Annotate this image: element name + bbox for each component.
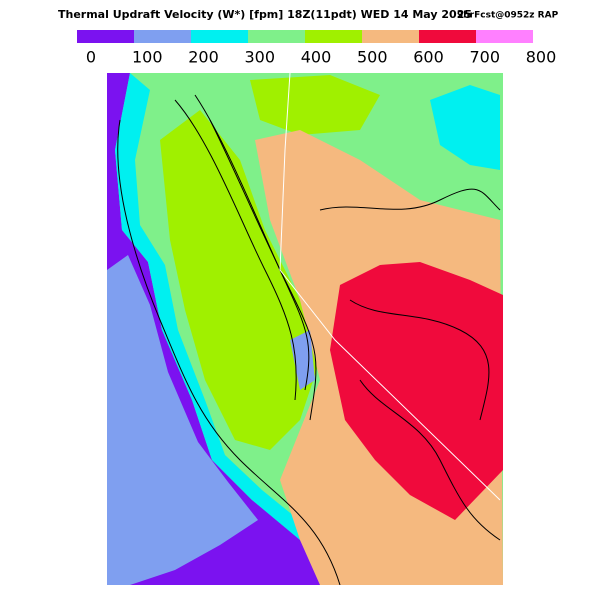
legend-swatch	[77, 30, 134, 43]
legend-swatch	[134, 30, 191, 43]
legend-label: 500	[357, 48, 388, 67]
legend-swatch	[476, 30, 533, 43]
legend-swatch	[191, 30, 248, 43]
terrain-contour	[117, 119, 341, 585]
coast-zone	[115, 73, 325, 560]
cool-zone	[430, 85, 500, 170]
legend-swatch	[419, 30, 476, 43]
legend-label: 400	[301, 48, 332, 67]
legend-label: 300	[244, 48, 275, 67]
forecast-info: 9hrFcst@0952z RAP	[457, 11, 559, 21]
legend-swatch	[248, 30, 305, 43]
legend-label: 100	[132, 48, 163, 67]
valley-zone	[160, 110, 320, 450]
legend-label: 200	[188, 48, 219, 67]
terrain-contour	[174, 99, 297, 401]
ocean-zone	[107, 255, 258, 585]
hot-zone	[330, 262, 503, 520]
terrain-contour	[359, 379, 501, 541]
terrain-contour	[209, 119, 317, 421]
legend-swatch	[362, 30, 419, 43]
legend-label: 700	[469, 48, 500, 67]
legend-label: 0	[86, 48, 96, 67]
terrain-contour	[349, 299, 490, 421]
legend-swatch	[305, 30, 362, 43]
upland-zone	[250, 75, 380, 135]
legend-label: 800	[526, 48, 557, 67]
legend-label: 600	[413, 48, 444, 67]
map-title: Thermal Updraft Velocity (W*) [fpm] 18Z(…	[58, 8, 472, 21]
cool-zone	[290, 330, 315, 390]
terrain-contour	[319, 188, 501, 211]
state-border	[279, 73, 501, 501]
color-legend: 0 100 200 300 400 500 600 700 800	[77, 30, 556, 67]
map	[107, 73, 503, 585]
